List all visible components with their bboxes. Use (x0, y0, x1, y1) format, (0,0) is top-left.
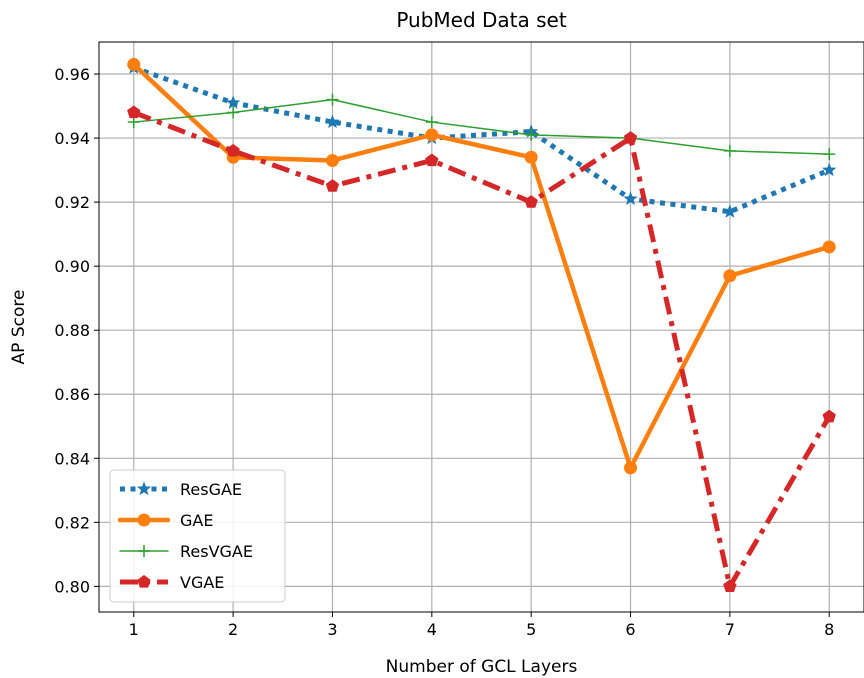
series-line-vgae (132, 110, 832, 589)
data-point-gae (325, 153, 339, 167)
data-point-vgae (127, 105, 141, 119)
data-point-vgae (623, 131, 638, 144)
data-point-resvgae (823, 148, 836, 161)
data-point-resgae (623, 191, 638, 205)
x-axis-title: Number of GCL Layers (386, 657, 578, 677)
y-tick-label: 0.80 (54, 577, 90, 596)
y-tick-label: 0.82 (54, 513, 90, 532)
legend-marker-gae (137, 513, 151, 527)
data-point-resgae (722, 204, 738, 218)
data-point-resvgae (227, 106, 240, 119)
axis-ticks: 1 2 3 4 5 6 7 8 0.80 0.82 0.84 0.86 0.88 0.90 0.92 0.94… (54, 65, 834, 639)
y-tick-label: 0.92 (54, 193, 90, 212)
data-point-vgae (325, 179, 340, 192)
data-point-gae (723, 269, 737, 283)
data-point-resgae (822, 162, 837, 177)
data-point-resvgae (723, 144, 736, 157)
data-point-gae (524, 150, 538, 164)
series-line-resvgae (133, 98, 830, 155)
data-point-vgae (226, 143, 240, 157)
legend-box (109, 469, 286, 603)
data-point-resvgae (326, 93, 339, 106)
legend-label-resgae: ResGAE (180, 480, 242, 499)
x-tick-label: 8 (824, 620, 834, 639)
legend-marker-vgae (137, 575, 151, 588)
y-tick-label: 0.84 (54, 449, 90, 468)
y-tick-label: 0.86 (54, 385, 90, 404)
data-point-gae (127, 57, 141, 71)
y-tick-label: 0.88 (54, 321, 90, 340)
data-point-gae (822, 240, 836, 254)
x-tick-label: 4 (427, 620, 437, 639)
plot-series (126, 57, 837, 593)
data-point-vgae (723, 579, 737, 593)
y-axis-title: AP Score (9, 290, 29, 365)
legend-label-resvgae: ResVGAE (180, 542, 253, 561)
data-point-gae (425, 128, 439, 142)
y-tick-label: 0.90 (54, 257, 90, 276)
legend-marker-resgae (136, 481, 152, 496)
data-point-resgae (325, 114, 340, 129)
data-point-vgae (822, 409, 836, 423)
series-line-resgae (132, 65, 831, 215)
legend-item-vgae: VGAE (120, 573, 224, 592)
data-point-resvgae (425, 116, 438, 129)
y-tick-label: 0.96 (54, 65, 90, 84)
legend-item-gae: GAE (117, 511, 213, 530)
legend: ResGAE GAE ResVGAE VGAE (109, 469, 286, 603)
data-point-vgae (524, 195, 538, 208)
legend-item-resgae: ResGAE (120, 480, 242, 499)
data-point-gae (624, 461, 638, 475)
x-tick-label: 7 (725, 620, 735, 639)
data-point-resvgae (525, 128, 538, 141)
legend-item-resvgae: ResVGAE (119, 542, 253, 561)
y-tick-label: 0.94 (54, 129, 90, 148)
chart-title: PubMed Data set (396, 8, 567, 32)
x-tick-label: 3 (327, 620, 337, 639)
x-tick-label: 2 (228, 620, 238, 639)
x-tick-label: 6 (625, 620, 635, 639)
legend-label-vgae: VGAE (180, 573, 224, 592)
series-vgae (127, 105, 836, 593)
legend-label-gae: GAE (180, 511, 213, 530)
plot-frame (98, 41, 864, 613)
x-tick-label: 1 (129, 620, 139, 639)
legend-marker-resvgae (138, 545, 150, 557)
data-point-resgae (225, 95, 241, 109)
x-tick-label: 5 (526, 620, 536, 639)
data-point-vgae (425, 153, 439, 167)
